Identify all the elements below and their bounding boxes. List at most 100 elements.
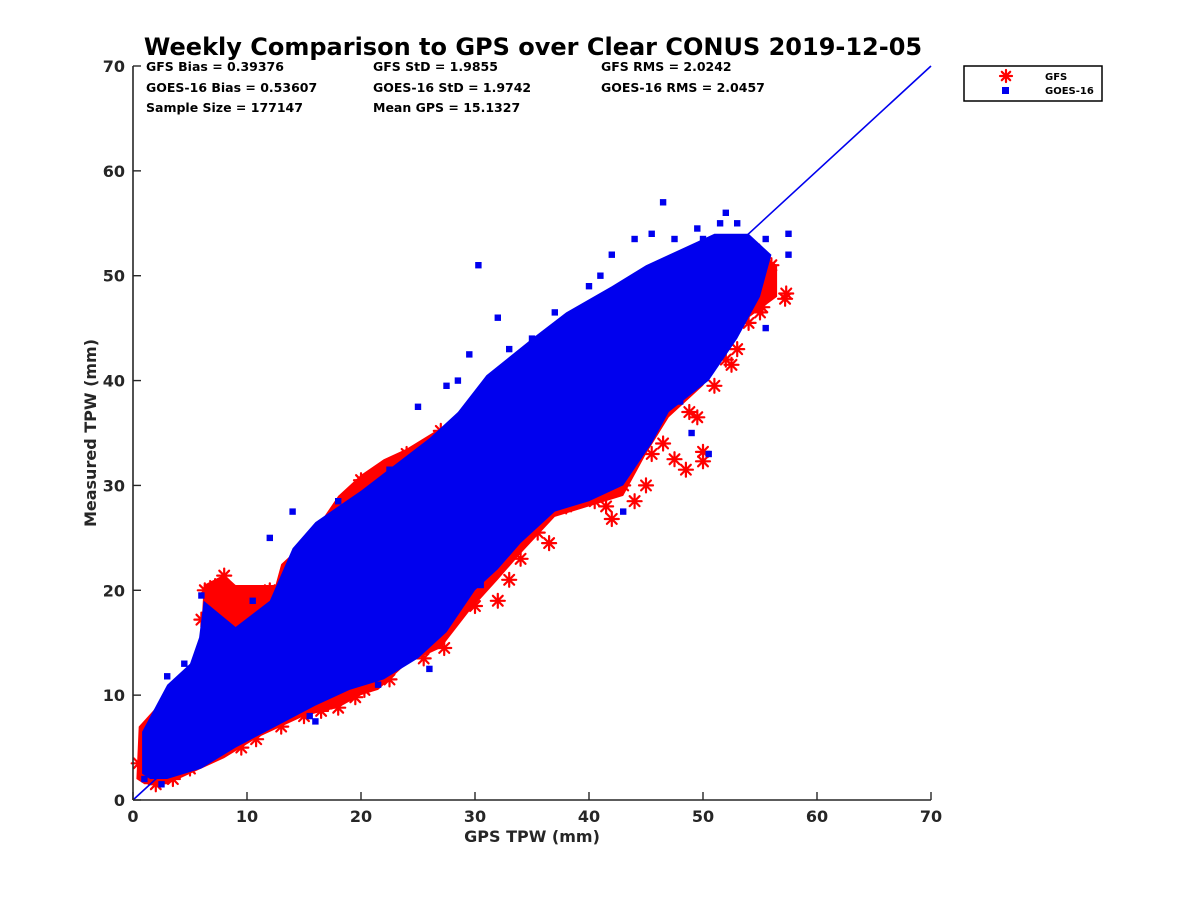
gfs-point-57 [754, 299, 771, 316]
goes-point-36 [716, 220, 724, 227]
gfs-point-46 [677, 461, 695, 478]
goes-point-40 [762, 235, 769, 243]
goes-point-38 [734, 220, 741, 227]
gfs-point-25 [436, 639, 453, 657]
stat-goes-std: GOES-16 StD = 1.9742 [373, 80, 531, 95]
gfs-point-17 [330, 699, 347, 716]
goes-point-25 [597, 272, 604, 279]
goes-point-29 [648, 230, 655, 237]
plot-area [130, 65, 932, 801]
gfs-point-43 [643, 445, 660, 463]
goes-point-6 [249, 597, 256, 604]
goes-point-1 [158, 781, 165, 788]
goes-point-3 [181, 660, 188, 667]
goes-point-51 [186, 665, 194, 673]
gfs-point-54 [729, 341, 746, 358]
stat-gfs-bias: GFS Bias = 0.39376 [146, 59, 284, 74]
gfs-point-44 [654, 435, 672, 452]
y-tick-label-20: 20 [103, 581, 125, 600]
goes-point-2 [164, 673, 171, 680]
goes-point-cloud [142, 233, 772, 780]
goes-point-47 [705, 450, 712, 458]
goes-point-35 [711, 241, 718, 248]
gfs-point-41 [626, 493, 643, 510]
x-axis-label: GPS TPW (mm) [464, 827, 600, 846]
goes-point-34 [699, 235, 707, 243]
goes-point-55 [335, 498, 342, 505]
gfs-point-50 [694, 453, 712, 470]
gfs-point-18 [347, 689, 364, 706]
y-tick-label-0: 0 [114, 791, 125, 810]
stat-gfs-std: GFS StD = 1.9855 [373, 59, 498, 74]
legend-goes-marker [1002, 87, 1009, 94]
stat-mean-gps: Mean GPS = 15.1327 [373, 100, 520, 115]
chart-title: Weekly Comparison to GPS over Clear CONU… [144, 33, 922, 61]
goes-point-11 [374, 681, 382, 688]
goes-point-30 [659, 199, 667, 206]
one-to-one-line [132, 65, 932, 801]
goes-point-42 [785, 251, 792, 258]
gfs-point-47 [681, 403, 698, 421]
goes-point-24 [585, 283, 593, 290]
gfs-point-45 [666, 451, 683, 468]
goes-point-52 [152, 765, 159, 772]
stat-goes-bias: GOES-16 Bias = 0.53607 [146, 80, 317, 95]
gfs-point-20 [352, 472, 370, 489]
legend-goes-square [1002, 87, 1009, 94]
gfs-point-29 [489, 592, 506, 609]
goes-point-10 [329, 686, 336, 694]
x-tick-label-10: 10 [236, 807, 258, 826]
goes-point-14 [426, 665, 433, 673]
legend-gfs-label: GFS [1045, 72, 1067, 83]
gfs-point-38 [603, 510, 620, 528]
goes-point-48 [620, 508, 627, 515]
goes-point-21 [528, 335, 536, 342]
stat-sample-size: Sample Size = 177147 [146, 100, 303, 115]
y-axis-label: Measured TPW (mm) [81, 339, 100, 527]
legend-goes-label: GOES-16 [1045, 86, 1094, 97]
goes-point-18 [475, 262, 482, 269]
gfs-point-7 [207, 577, 224, 595]
y-tick-label-50: 50 [103, 267, 125, 286]
x-tick-label-30: 30 [464, 807, 486, 826]
legend-box [963, 65, 1103, 102]
stat-gfs-rms: GFS RMS = 2.0242 [601, 59, 732, 74]
stat-goes-rms: GOES-16 RMS = 2.0457 [601, 80, 765, 95]
goes-point-15 [443, 382, 450, 389]
gfs-point-30 [501, 571, 518, 588]
goes-point-31 [671, 235, 678, 243]
axes: 0 10 20 30 40 50 60 70 0 10 20 30 40 50 60 70 [103, 57, 942, 826]
goes-point-19 [494, 314, 501, 321]
gfs-point-60 [776, 290, 794, 307]
y-tick-label-70: 70 [103, 57, 125, 76]
y-tick-label-60: 60 [103, 162, 125, 181]
goes-point-37 [722, 209, 729, 216]
goes-point-33 [694, 225, 701, 232]
x-tick-label-70: 70 [920, 807, 942, 826]
gfs-point-27 [466, 597, 484, 615]
y-tick-label-40: 40 [103, 372, 125, 391]
goes-point-4 [198, 592, 205, 599]
gfs-point-15 [313, 702, 330, 720]
x-tick-label-20: 20 [350, 807, 372, 826]
goes-point-12 [386, 466, 393, 473]
goes-point-16 [454, 377, 462, 384]
goes-point-27 [608, 251, 615, 258]
goes-point-5 [238, 629, 245, 636]
legend: GFS GOES-16 [963, 65, 1103, 102]
goes-point-20 [506, 345, 513, 353]
goes-point-46 [654, 403, 661, 410]
goes-point-54 [266, 534, 273, 542]
goes-point-41 [785, 230, 792, 237]
goes-point-7 [289, 508, 296, 515]
goes-point-44 [688, 429, 695, 437]
goes-point-8 [306, 712, 313, 720]
y-tick-label-30: 30 [103, 476, 125, 495]
gfs-point-48 [689, 409, 706, 426]
x-tick-label-0: 0 [127, 807, 138, 826]
stats-block: GFS Bias = 0.39376 GFS StD = 1.9855 GFS … [146, 59, 765, 115]
goes-point-43 [762, 324, 769, 332]
gfs-point-8 [216, 567, 233, 584]
gfs-point-53 [723, 356, 740, 373]
